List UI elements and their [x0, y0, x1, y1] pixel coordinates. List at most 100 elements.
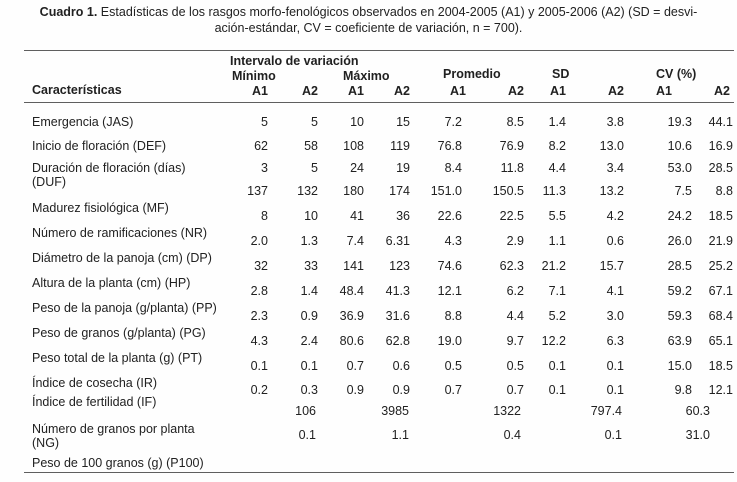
cell-value: 4.4 — [548, 161, 566, 175]
cell-value: 0.1 — [606, 383, 624, 397]
cell-value: 174 — [389, 184, 410, 198]
cell-value: 59.3 — [667, 309, 692, 323]
cell-value: 19 — [396, 161, 410, 175]
cell-value: 150.5 — [492, 184, 524, 198]
cell-value: 31.6 — [385, 309, 410, 323]
row-label: Peso total de la planta (g) (PT) — [32, 351, 203, 365]
cell-value: 9.8 — [674, 383, 692, 397]
cell-value: 1.4 — [548, 115, 566, 129]
cell-value: 19.3 — [667, 115, 692, 129]
cell-value: 8.8 — [444, 309, 462, 323]
cell-value: 60.3 — [685, 404, 710, 418]
cell-value: 26.0 — [667, 234, 692, 248]
cell-value: 0.4 — [503, 428, 521, 442]
cell-value: 8.8 — [715, 184, 733, 198]
cell-value: 10.6 — [667, 139, 692, 153]
cell-value: 22.5 — [499, 209, 524, 223]
cell-value: 15.0 — [667, 359, 692, 373]
cell-value: 132 — [297, 184, 318, 198]
cell-value: 15.7 — [599, 259, 624, 273]
cell-value: 41.3 — [385, 284, 410, 298]
cell-value: 53.0 — [667, 161, 692, 175]
cell-value: 21.2 — [541, 259, 566, 273]
subheader-a1: A1 — [252, 84, 268, 98]
row-label: Altura de la planta (cm) (HP) — [32, 276, 191, 290]
subheader-a2: A2 — [302, 84, 318, 98]
group-header-minimo: Mínimo — [232, 69, 276, 83]
cell-value: 2.3 — [250, 309, 268, 323]
cell-value: 80.6 — [339, 334, 364, 348]
cell-value: 63.9 — [667, 334, 692, 348]
table-bottom-rule — [24, 472, 734, 473]
cell-value: 21.9 — [708, 234, 733, 248]
cell-value: 4.3 — [250, 334, 268, 348]
table-caption-line-1: Cuadro 1. Estadísticas de los rasgos mor… — [0, 5, 737, 20]
cell-value: 4.1 — [606, 284, 624, 298]
cell-value: 0.1 — [548, 359, 566, 373]
group-header-intervalo: Intervalo de variación — [230, 54, 359, 68]
table-top-rule — [24, 50, 734, 51]
group-header-sd: SD — [552, 67, 570, 81]
cell-value: 0.5 — [506, 359, 524, 373]
cell-value: 3.4 — [606, 161, 624, 175]
cell-value: 62.8 — [385, 334, 410, 348]
caption-text: Estadísticas de los rasgos morfo-fenológ… — [97, 5, 698, 19]
cell-value: 7.2 — [444, 115, 462, 129]
cell-value: 8.4 — [444, 161, 462, 175]
cell-value: 7.1 — [548, 284, 566, 298]
cell-value: 36 — [396, 209, 410, 223]
cell-value: 4.3 — [444, 234, 462, 248]
cell-value: 58 — [304, 139, 318, 153]
cell-value: 5 — [261, 115, 268, 129]
cell-value: 1322 — [493, 404, 521, 418]
cell-value: 59.2 — [667, 284, 692, 298]
cell-value: 9.7 — [506, 334, 524, 348]
cell-value: 12.1 — [437, 284, 462, 298]
cell-value: 28.5 — [708, 161, 733, 175]
row-label: Duración de floración (días) — [32, 161, 186, 175]
subheader-a2: A2 — [714, 84, 730, 98]
cell-value: 5.5 — [548, 209, 566, 223]
cell-value: 0.1 — [604, 428, 622, 442]
cell-value: 67.1 — [708, 284, 733, 298]
cell-value: 0.1 — [250, 359, 268, 373]
cell-value: 19.0 — [437, 334, 462, 348]
cell-value: 141 — [343, 259, 364, 273]
cell-value: 3.0 — [606, 309, 624, 323]
cell-value: 5.2 — [548, 309, 566, 323]
cell-value: 2.4 — [300, 334, 318, 348]
cell-value: 22.6 — [437, 209, 462, 223]
row-label: Madurez fisiológica (MF) — [32, 201, 169, 215]
cell-value: 11.3 — [542, 184, 566, 198]
group-header-maximo: Máximo — [343, 69, 390, 83]
cell-value: 48.4 — [339, 284, 364, 298]
cell-value: 1.3 — [300, 234, 318, 248]
cell-value: 151.0 — [430, 184, 462, 198]
cell-value: 0.7 — [444, 383, 462, 397]
cell-value: 13.0 — [599, 139, 624, 153]
row-label: Peso de 100 granos (g) (P100) — [32, 456, 204, 470]
cell-value: 24 — [350, 161, 364, 175]
cell-value: 0.6 — [606, 234, 624, 248]
cell-value: 3985 — [381, 404, 409, 418]
subheader-a2: A2 — [608, 84, 624, 98]
cell-value: 8 — [261, 209, 268, 223]
cell-value: 1.1 — [548, 234, 566, 248]
cell-value: 3.8 — [606, 115, 624, 129]
cell-value: 12.1 — [708, 383, 733, 397]
cell-value: 0.5 — [444, 359, 462, 373]
cell-value: 0.2 — [250, 383, 268, 397]
cell-value: 65.1 — [708, 334, 733, 348]
group-header-promedio: Promedio — [443, 67, 501, 81]
cell-value: 62 — [254, 139, 268, 153]
cell-value: 6.3 — [606, 334, 624, 348]
cell-value: 0.3 — [300, 383, 318, 397]
table-header-rule — [24, 102, 734, 103]
cell-value: 2.0 — [250, 234, 268, 248]
row-label: Índice de cosecha (IR) — [32, 376, 158, 390]
cell-value: 0.7 — [506, 383, 524, 397]
cell-value: 0.1 — [606, 359, 624, 373]
subheader-a1: A1 — [348, 84, 364, 98]
row-label: Diámetro de la panoja (cm) (DP) — [32, 251, 212, 265]
